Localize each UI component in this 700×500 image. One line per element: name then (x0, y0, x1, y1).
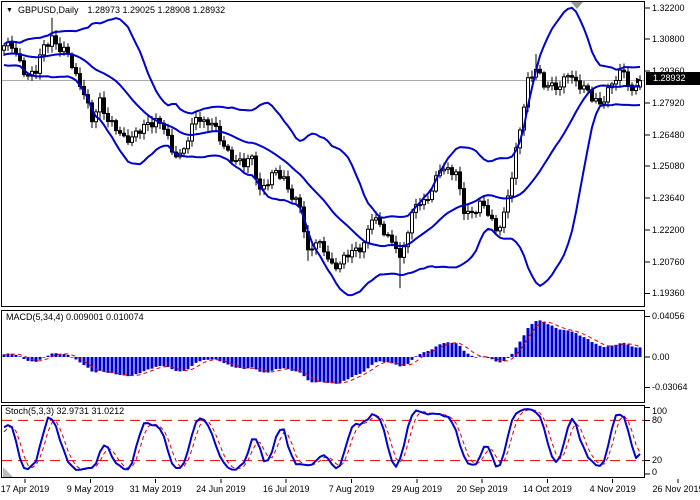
chart-dropdown-icon[interactable]: ▼ (6, 7, 13, 14)
current-price-badge: 1.28932 (646, 72, 700, 85)
chart-symbol-title: GBPUSD,Daily (17, 5, 79, 15)
macd-histogram (2, 320, 642, 384)
stoch-levels (2, 419, 644, 462)
candlestick-series (2, 17, 642, 289)
stoch-main-line (3, 408, 641, 471)
time-scale[interactable] (0, 479, 700, 500)
chart-header: ▼ GBPUSD,Daily 1.28973 1.29025 1.28908 1.2… (6, 5, 225, 15)
macd-indicator-label: MACD(5,34,4) 0.009001 0.010074 (6, 312, 144, 322)
bollinger-bands (3, 6, 641, 297)
chart-ohlc-values: 1.28973 1.29025 1.28908 1.28932 (87, 5, 226, 15)
history-corner-marker-icon (3, 467, 13, 477)
panel-frames (1, 1, 645, 478)
macd-signal-line (3, 321, 641, 384)
stoch-indicator-label: Stoch(5,3,3) 32.9731 31.0212 (5, 406, 125, 416)
scale-ticks (24, 7, 679, 483)
chart-shift-marker-icon[interactable] (571, 2, 583, 9)
